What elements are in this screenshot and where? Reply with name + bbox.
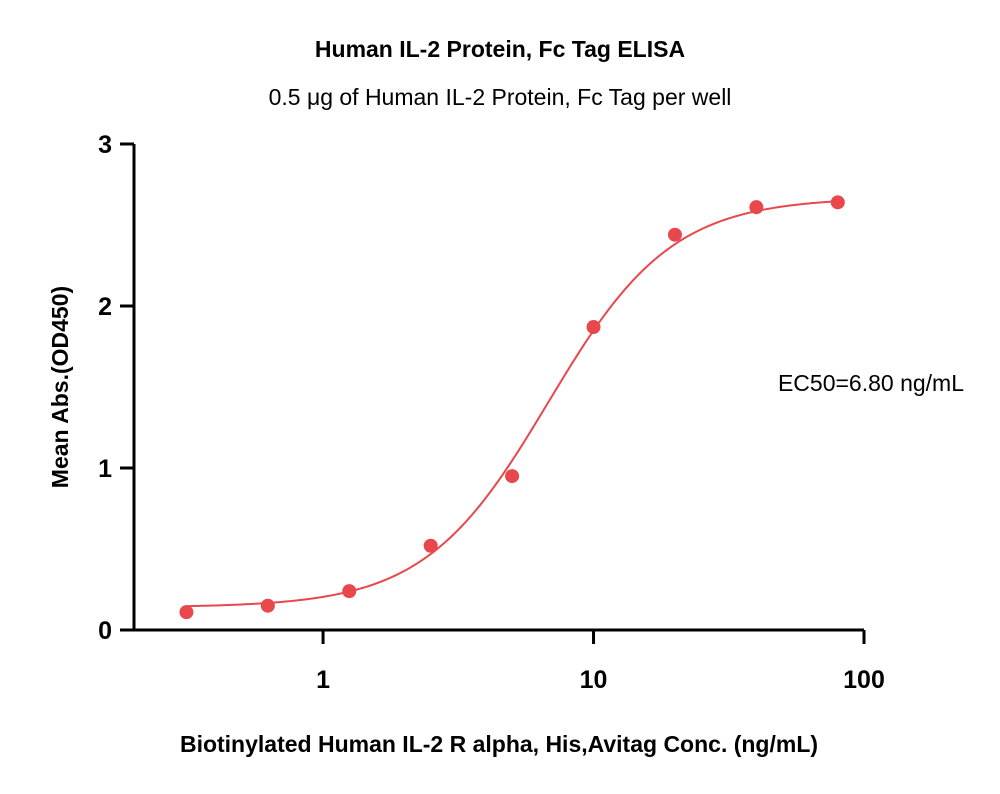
data-point bbox=[423, 538, 438, 553]
y-axis-title: Mean Abs.(OD450) bbox=[47, 286, 73, 488]
fit-curve bbox=[186, 200, 838, 608]
y-tick-label: 2 bbox=[98, 293, 112, 321]
y-tick-label: 3 bbox=[98, 131, 112, 159]
y-tick-label: 0 bbox=[98, 617, 112, 645]
x-tick-label: 100 bbox=[843, 666, 885, 694]
y-tick-label: 1 bbox=[98, 455, 112, 483]
x-axis-title: Biotinylated Human IL-2 R alpha, His,Avi… bbox=[180, 731, 818, 757]
x-ticks: 1 10 100 bbox=[316, 630, 885, 694]
ec50-annotation: EC50=6.80 ng/mL bbox=[778, 370, 964, 396]
chart-title: Human IL-2 Protein, Fc Tag ELISA bbox=[314, 36, 686, 62]
x-tick-label: 1 bbox=[316, 666, 330, 694]
data-point bbox=[505, 469, 520, 484]
data-point bbox=[342, 584, 357, 599]
y-ticks: 0 1 2 3 bbox=[98, 131, 134, 645]
x-tick-label: 10 bbox=[580, 666, 608, 694]
chart-subtitle: 0.5 μg of Human IL-2 Protein, Fc Tag per… bbox=[268, 84, 732, 110]
data-point bbox=[749, 200, 764, 215]
data-points bbox=[179, 195, 845, 620]
data-point bbox=[179, 605, 194, 620]
data-point bbox=[586, 320, 601, 335]
data-point bbox=[667, 227, 682, 242]
data-point bbox=[830, 195, 845, 210]
axes bbox=[132, 144, 864, 632]
data-point bbox=[260, 598, 275, 613]
